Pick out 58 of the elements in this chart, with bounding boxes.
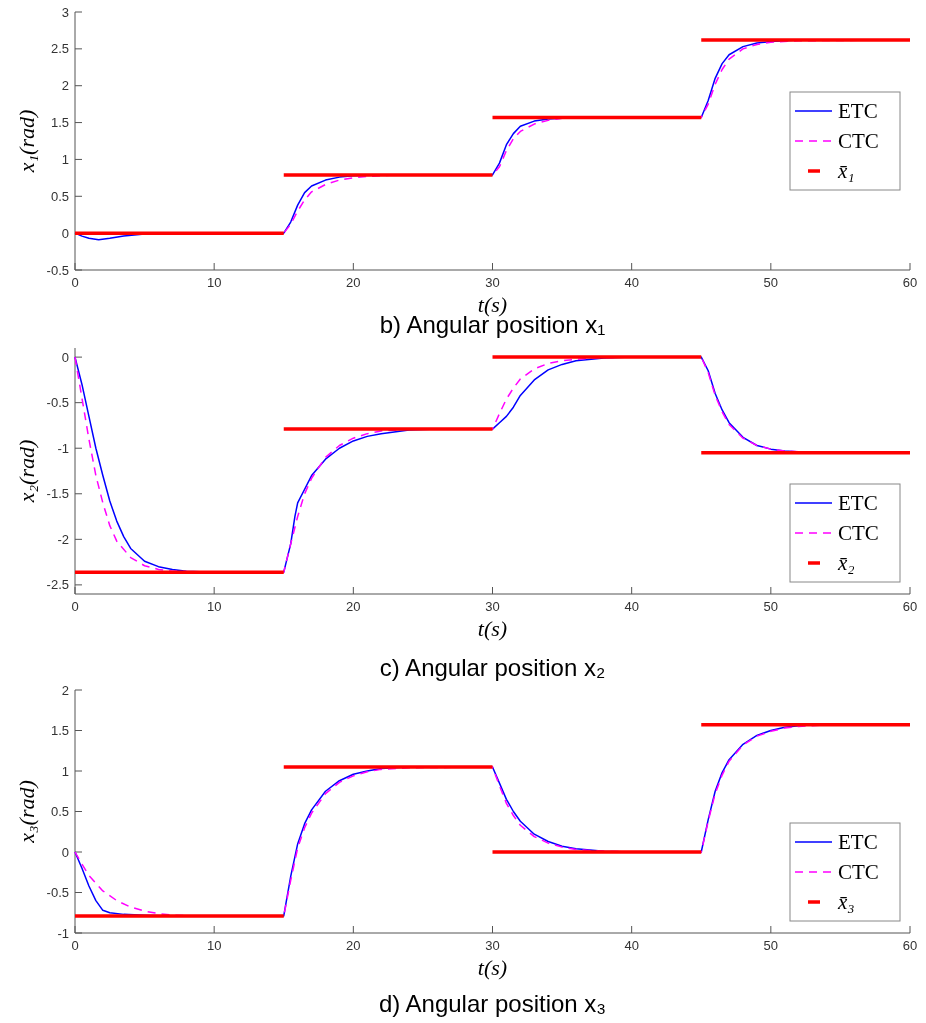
y-tick-label: 1.5: [50, 723, 69, 738]
y-tick-label: -2: [57, 531, 69, 547]
legend-label: CTC: [838, 860, 879, 884]
x-tick-label: 50: [763, 599, 779, 614]
legend-label: x̄₁: [837, 159, 855, 183]
x-tick-label: 40: [624, 275, 639, 290]
y-tick-label: -1: [57, 440, 69, 456]
legend-label: x̄₂: [837, 551, 855, 575]
x-tick-label: 30: [485, 938, 500, 953]
x-tick-label: 10: [206, 938, 222, 953]
x-tick-label: 20: [346, 275, 361, 290]
x-tick-label: 40: [624, 599, 639, 614]
x-tick-label: 30: [485, 599, 500, 614]
x-tick-label: 0: [71, 599, 79, 614]
legend-label: ETC: [838, 491, 878, 515]
y-tick-label: 0: [61, 844, 69, 860]
y-axis-title: x₁(rad): [14, 109, 39, 174]
x-tick-label: 60: [902, 599, 918, 614]
x-tick-label: 0: [71, 275, 79, 290]
y-tick-label: -0.5: [46, 395, 69, 411]
x-axis-title: t(s): [477, 955, 508, 980]
legend-label: x̄₃: [837, 890, 855, 914]
text: c) Angular position x₂: [379, 654, 606, 681]
y-axis-title: x₂(rad): [14, 439, 39, 504]
x-tick-label: 50: [763, 938, 779, 953]
x-tick-label: 20: [346, 599, 361, 614]
y-tick-label: -0.5: [46, 262, 69, 278]
y-tick-label: 1.5: [50, 115, 69, 131]
x-tick-label: 60: [902, 938, 918, 953]
y-tick-label: 1: [61, 151, 69, 167]
text: d) Angular position x₃: [378, 990, 607, 1017]
y-tick-label: -2.5: [46, 577, 69, 593]
legend-label: ETC: [838, 99, 878, 123]
x-tick-label: 10: [206, 275, 222, 290]
y-tick-label: -0.5: [46, 885, 69, 900]
x-tick-label: 0: [71, 938, 79, 953]
y-tick-label: -1: [57, 925, 69, 941]
y-tick-label: 2.5: [50, 41, 69, 57]
x-axis-title: t(s): [477, 616, 508, 641]
legend-label: ETC: [838, 830, 878, 854]
y-tick-label: 0.5: [50, 804, 69, 819]
y-tick-label: 3: [61, 4, 69, 20]
x-tick-label: 20: [346, 938, 361, 953]
x-tick-label: 10: [206, 599, 222, 614]
y-tick-label: 0: [61, 225, 69, 241]
y-tick-label: 1: [61, 763, 69, 779]
legend-label: CTC: [838, 129, 879, 153]
y-tick-label: -1.5: [46, 486, 69, 502]
y-tick-label: 0: [61, 349, 69, 365]
x-tick-label: 50: [763, 275, 779, 290]
y-tick-label: 0.5: [50, 188, 69, 204]
y-axis-title: x₃(rad): [14, 780, 39, 844]
y-tick-label: 2: [61, 682, 69, 698]
x-tick-label: 60: [902, 275, 918, 290]
legend-label: CTC: [838, 521, 879, 545]
x-tick-label: 40: [624, 938, 639, 953]
x-tick-label: 30: [485, 275, 500, 290]
y-tick-label: 2: [61, 78, 69, 94]
